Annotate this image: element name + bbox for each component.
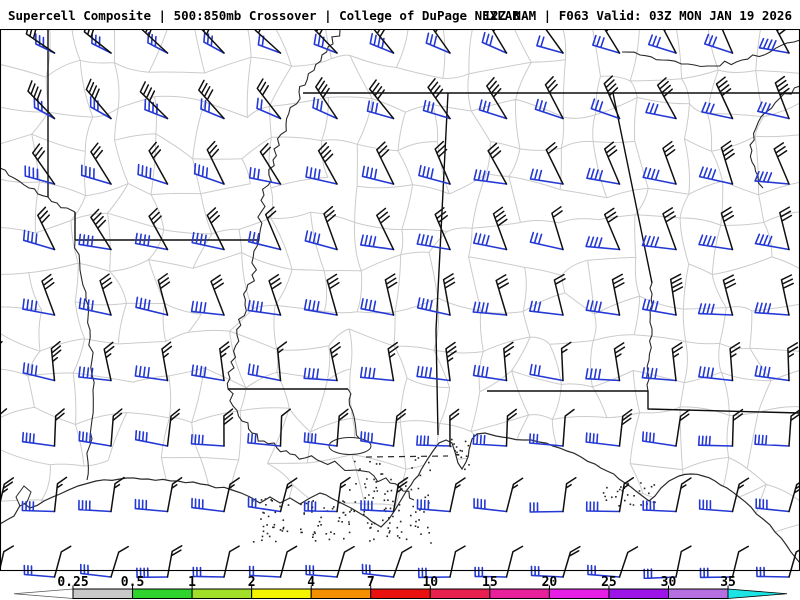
colorbar-label: 10	[422, 576, 438, 590]
colorbar-label: 30	[661, 576, 677, 590]
colorbar-label: 20	[542, 576, 558, 590]
colorbar-labels: 0.25 0.5 1 2 4 7 10 15 20 25 30 35	[57, 576, 736, 590]
colorbar-label: 1	[188, 576, 196, 590]
colorbar: 0.25 0.5 1 2 4 7 10 15 20 25 30 35	[13, 576, 788, 599]
model-valid-time: 12Z NAM | F063 Valid: 03Z MON JAN 19 202…	[483, 8, 792, 23]
product-title: Supercell Composite | 500:850mb Crossove…	[8, 8, 520, 23]
colorbar-label: 25	[601, 576, 617, 590]
wind-barbs-layer	[0, 29, 800, 579]
colorbar-label: 4	[307, 576, 315, 590]
colorbar-label: 35	[720, 576, 736, 590]
colorbar-label: 15	[482, 576, 498, 590]
colorbar-label: 7	[367, 576, 375, 590]
coastline	[0, 432, 800, 564]
title-bar: Supercell Composite | 500:850mb Crossove…	[0, 0, 800, 29]
colorbar-label: 0.25	[57, 576, 88, 590]
weather-map	[0, 29, 800, 579]
colorbar-bar	[13, 588, 788, 599]
colorbar-label: 2	[248, 576, 256, 590]
colorbar-label: 0.5	[121, 576, 144, 590]
